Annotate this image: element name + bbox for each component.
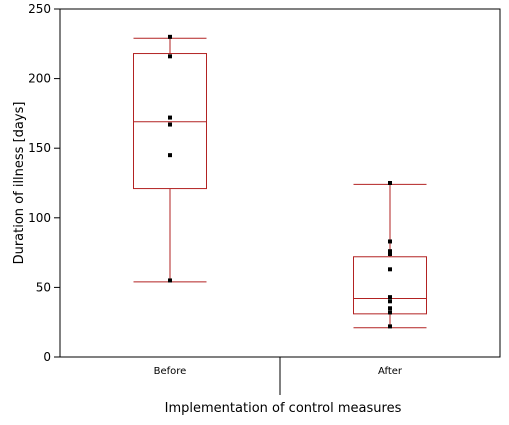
- data-point: [388, 306, 392, 311]
- data-point: [168, 34, 172, 39]
- plot-frame: [59, 8, 501, 358]
- box-before: [133, 34, 207, 283]
- data-point: [388, 310, 392, 315]
- data-point: [168, 153, 172, 158]
- data-point: [388, 181, 392, 185]
- x-axis: Before After: [154, 357, 403, 395]
- y-tick-label: 250: [28, 2, 51, 16]
- y-tick-label: 50: [36, 280, 51, 294]
- data-point: [388, 324, 392, 329]
- data-point: [388, 239, 392, 244]
- data-point: [168, 122, 172, 127]
- y-tick-label: 0: [43, 350, 51, 364]
- y-axis: 0 50 100 150 200 250: [28, 2, 60, 364]
- data-point: [388, 249, 392, 254]
- interquartile-box: [133, 53, 207, 190]
- data-point: [388, 295, 392, 300]
- x-axis-title: Implementation of control measures: [165, 401, 402, 416]
- y-tick-label: 200: [28, 72, 51, 86]
- data-point: [388, 251, 392, 256]
- y-tick-label: 150: [28, 141, 51, 155]
- data-point: [168, 54, 172, 59]
- y-axis-title: Duration of illness [days]: [12, 102, 27, 265]
- x-category-label: After: [378, 366, 403, 377]
- data-point: [388, 267, 392, 272]
- y-tick-label: 100: [28, 211, 51, 225]
- box-group-layer: [133, 34, 427, 329]
- data-point: [168, 278, 172, 283]
- box-after: [353, 181, 427, 329]
- data-point: [388, 299, 392, 304]
- x-category-label: Before: [154, 366, 187, 377]
- data-point: [168, 115, 172, 120]
